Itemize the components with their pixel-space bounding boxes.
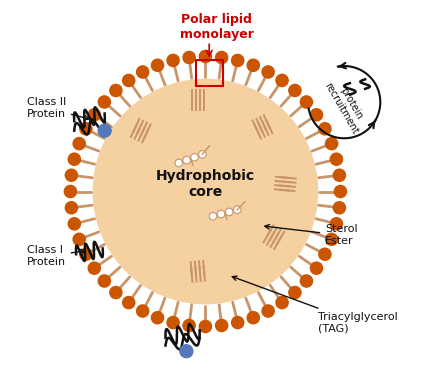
Circle shape [137,66,149,78]
Circle shape [93,79,317,304]
Circle shape [199,151,206,158]
Circle shape [88,262,101,274]
Circle shape [98,124,111,137]
Circle shape [319,248,331,260]
Circle shape [98,275,110,287]
Circle shape [247,312,259,324]
Circle shape [289,286,301,299]
Circle shape [183,319,195,332]
Circle shape [311,262,322,274]
Circle shape [300,96,313,108]
Circle shape [137,305,149,317]
Circle shape [191,154,199,161]
Circle shape [199,51,211,62]
Circle shape [232,316,244,329]
Circle shape [319,123,331,135]
Circle shape [80,123,92,135]
Circle shape [80,248,92,260]
Text: Class I
Protein: Class I Protein [27,246,85,267]
Text: Sterol
Ester: Sterol Ester [265,224,358,246]
Text: Polar lipid
monolayer: Polar lipid monolayer [180,13,254,41]
Circle shape [300,275,313,287]
Circle shape [110,84,122,97]
Circle shape [98,96,110,108]
Circle shape [331,153,343,165]
Circle shape [225,208,233,216]
Circle shape [333,169,345,181]
Circle shape [233,206,241,213]
Circle shape [68,153,81,165]
Circle shape [183,51,195,64]
Text: Triacylglycerol
(TAG): Triacylglycerol (TAG) [232,276,397,334]
Circle shape [232,54,244,67]
Circle shape [65,169,78,181]
Circle shape [311,109,322,121]
Circle shape [64,185,77,198]
Circle shape [123,296,135,309]
Circle shape [217,210,225,218]
Circle shape [209,213,217,220]
Circle shape [183,156,190,164]
Circle shape [88,109,101,121]
Circle shape [68,218,81,230]
Circle shape [73,233,85,246]
Circle shape [325,233,338,246]
Text: Class II
Protein: Class II Protein [27,97,89,120]
Text: protein
recruitment: protein recruitment [322,75,370,136]
Circle shape [175,159,183,167]
Circle shape [110,286,122,299]
Circle shape [331,218,343,230]
Circle shape [289,84,301,97]
Circle shape [152,59,164,71]
Circle shape [199,321,211,332]
Bar [196,60,223,86]
Circle shape [216,319,228,332]
Circle shape [73,137,85,150]
Circle shape [167,54,179,67]
Circle shape [167,316,179,329]
Circle shape [123,74,135,87]
Circle shape [216,51,228,64]
Circle shape [276,296,288,309]
Circle shape [262,305,274,317]
Circle shape [334,185,346,198]
Circle shape [247,59,259,71]
Circle shape [276,74,288,87]
Circle shape [333,202,345,214]
Text: Hydrophobic
core: Hydrophobic core [156,169,255,199]
Circle shape [65,202,78,214]
Circle shape [152,312,164,324]
Circle shape [180,345,193,358]
Circle shape [325,137,338,150]
Circle shape [262,66,274,78]
